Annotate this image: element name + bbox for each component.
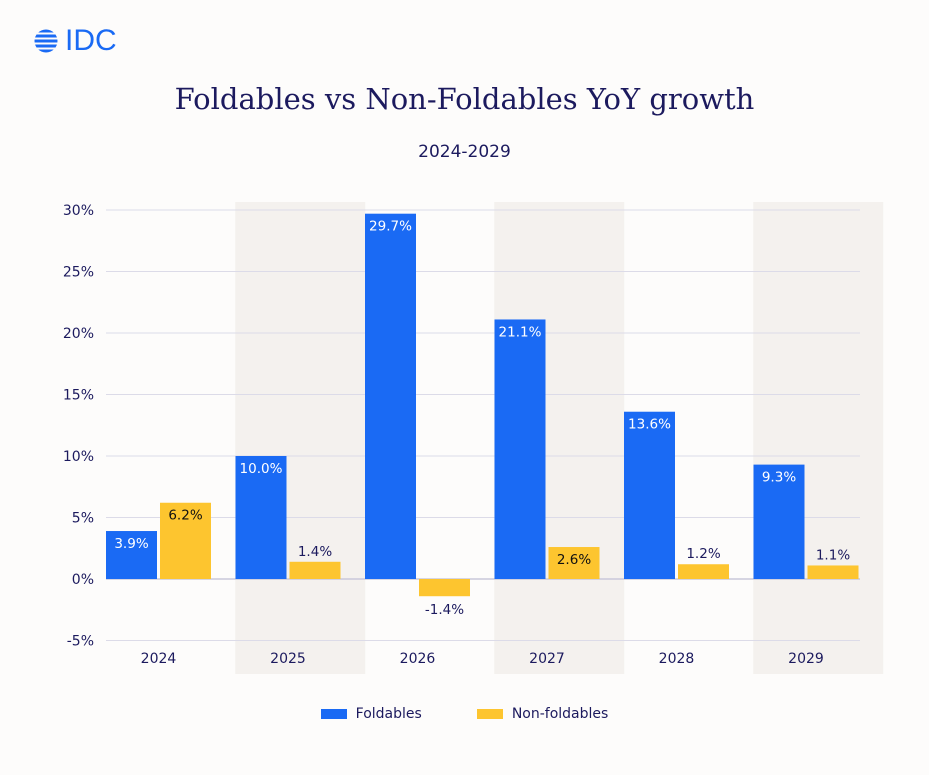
y-tick-label: 20% (63, 326, 94, 342)
x-tick-label: 2024 (141, 651, 177, 667)
legend-item-non-foldables: Non-foldables (476, 706, 609, 722)
bar-foldables (624, 411, 675, 579)
bar-non-foldables (548, 547, 600, 579)
data-label: 6.2% (168, 508, 202, 524)
category-band (235, 202, 366, 674)
y-tick-label: 10% (63, 449, 94, 465)
data-label: 21.1% (499, 324, 542, 340)
bar-non-foldables (807, 565, 859, 579)
y-tick-label: 25% (63, 265, 94, 281)
data-label: -1.4% (425, 602, 464, 618)
legend-item-foldables: Foldables (320, 706, 422, 722)
y-tick-label: 5% (72, 511, 94, 527)
y-tick-label: 30% (63, 203, 94, 219)
data-label: 10.0% (240, 461, 283, 477)
data-label: 9.3% (762, 470, 796, 486)
x-tick-label: 2026 (400, 651, 436, 667)
bar-non-foldables (678, 564, 729, 579)
x-tick-label: 2029 (788, 651, 824, 667)
bar-non-foldables (419, 579, 470, 597)
data-label: 13.6% (628, 417, 671, 433)
legend-swatch-non-foldables (476, 709, 503, 719)
chart-subtitle: 2024-2029 (418, 142, 511, 162)
data-label: 1.4% (298, 544, 332, 560)
bar-foldables (753, 464, 805, 579)
globe-stripes-icon (34, 29, 58, 53)
x-tick-label: 2027 (529, 651, 565, 667)
data-label: 29.7% (369, 219, 412, 235)
bar-foldables (106, 531, 157, 579)
legend-swatch-foldables (320, 709, 347, 719)
bar-foldables (235, 456, 287, 579)
y-tick-label: 15% (63, 388, 94, 404)
x-tick-label: 2028 (659, 651, 695, 667)
legend: Foldables Non-foldables (0, 706, 929, 722)
legend-label: Foldables (355, 706, 422, 722)
bar-foldables (494, 319, 546, 579)
chart-title: Foldables vs Non-Foldables YoY growth (174, 82, 755, 116)
category-band (753, 202, 884, 674)
y-tick-label: 0% (72, 572, 94, 588)
idc-logo: IDC (32, 26, 117, 56)
legend-label: Non-foldables (511, 706, 609, 722)
bar-foldables (365, 213, 416, 579)
data-label: 1.1% (816, 547, 850, 563)
data-label: 1.2% (686, 546, 720, 562)
x-tick-label: 2025 (270, 651, 306, 667)
y-tick-label: -5% (67, 634, 94, 650)
data-label: 2.6% (557, 552, 591, 568)
data-label: 3.9% (114, 536, 148, 552)
bar-chart: -5% 0% 5% 10% 15% 20% 25% 30% 3.9% 6.2% 2024 10.0% 1… (63, 202, 884, 674)
logo-text: IDC (65, 24, 117, 57)
bar-non-foldables (160, 502, 211, 579)
bar-non-foldables (289, 561, 341, 579)
